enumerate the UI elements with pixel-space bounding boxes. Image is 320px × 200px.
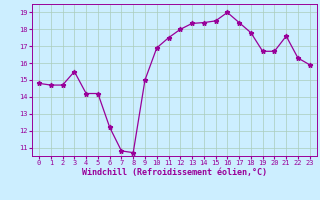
X-axis label: Windchill (Refroidissement éolien,°C): Windchill (Refroidissement éolien,°C) bbox=[82, 168, 267, 177]
